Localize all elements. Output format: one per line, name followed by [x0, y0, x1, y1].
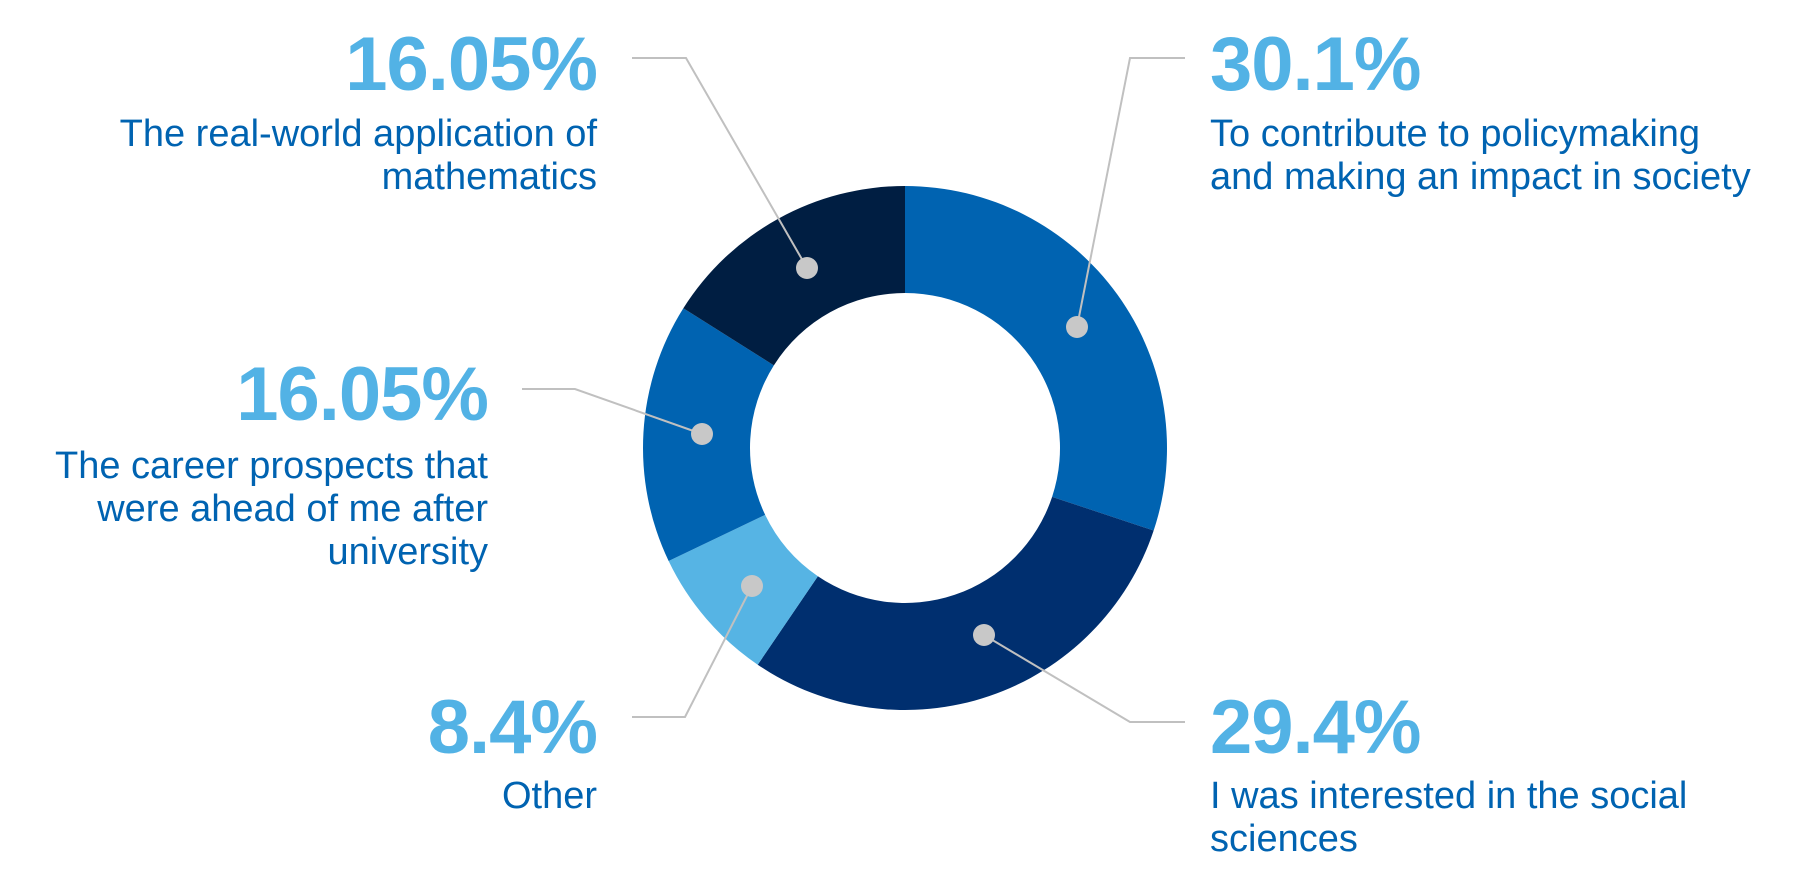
leader-line-0 — [1076, 57, 1185, 328]
leader-line-1 — [983, 634, 1185, 723]
category-label-3-line-1: were ahead of me after — [96, 488, 488, 530]
leader-line-4 — [632, 57, 808, 269]
category-label-4-line-1: mathematics — [382, 156, 597, 198]
marker-dot-1 — [973, 624, 995, 646]
percent-label-4: 16.05% — [345, 22, 597, 107]
donut-slice-1 — [757, 496, 1154, 711]
donut-slice-0 — [905, 186, 1167, 531]
percent-label-1: 29.4% — [1210, 685, 1421, 770]
category-label-3-line-0: The career prospects that — [55, 445, 488, 487]
marker-dot-2 — [741, 575, 763, 597]
category-label-4-line-0: The real-world application of — [120, 113, 598, 155]
marker-dot-3 — [691, 423, 713, 445]
category-label-2-line-0: Other — [502, 775, 597, 817]
category-label-1-line-1: sciences — [1210, 818, 1358, 860]
percent-label-3: 16.05% — [236, 352, 488, 437]
donut-slice-4 — [683, 186, 905, 366]
percent-label-0: 30.1% — [1210, 22, 1421, 107]
percent-label-2: 8.4% — [428, 685, 597, 770]
category-label-1-line-0: I was interested in the social — [1210, 775, 1687, 817]
marker-dot-4 — [796, 257, 818, 279]
category-label-3-line-2: university — [328, 531, 489, 573]
leader-line-3 — [522, 388, 703, 435]
category-label-0-line-0: To contribute to policymaking — [1210, 113, 1700, 155]
category-label-0-line-1: and making an impact in society — [1210, 156, 1751, 198]
leader-line-2 — [632, 585, 753, 718]
marker-dot-0 — [1066, 316, 1088, 338]
